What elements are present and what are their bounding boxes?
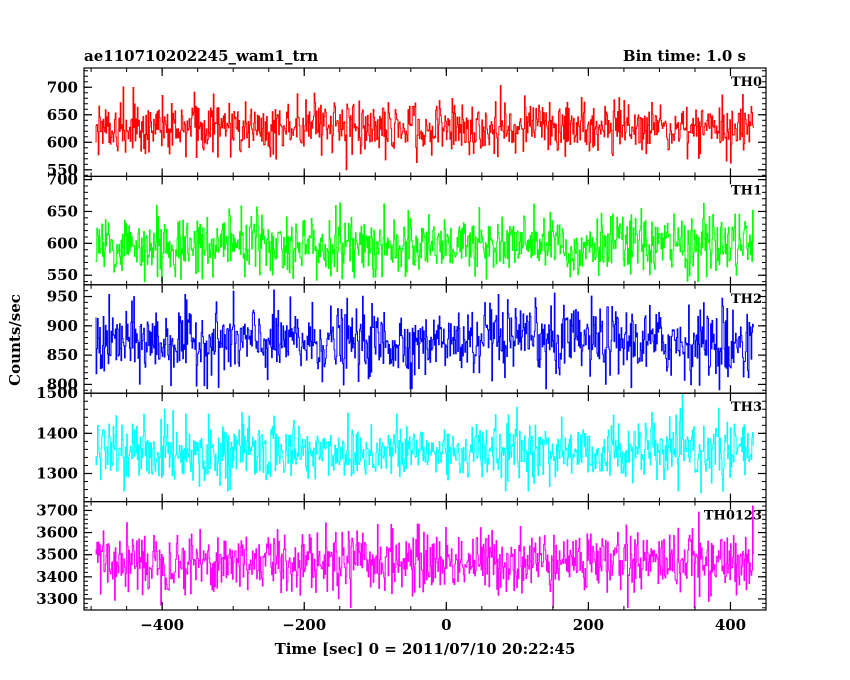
- panel-th0123: 3300 3400 3500 3600 3700 TH0123: [36, 501, 767, 611]
- x-tick-label: 400: [715, 616, 746, 634]
- bin-time-label: Bin time: 1.0 s: [623, 47, 746, 65]
- x-axis: −400 −200 0 200 400: [140, 616, 746, 634]
- y-tick-label: 900: [47, 317, 78, 335]
- y-tick-label: 650: [47, 202, 78, 220]
- y-tick-label: 550: [47, 266, 78, 284]
- y-tick-label: 3300: [36, 590, 78, 608]
- y-tick-label: 700: [47, 78, 78, 96]
- y-tick-label: 1500: [36, 384, 78, 402]
- x-tick-label: −400: [140, 616, 184, 634]
- chart-title: ae110710202245_wam1_trn: [84, 47, 318, 65]
- panel-frame: [83, 67, 767, 178]
- y-tick-label: 3400: [36, 568, 78, 586]
- x-tick-label: 200: [573, 616, 604, 634]
- y-tick-label: 600: [47, 234, 78, 252]
- y-axis-label: Counts/sec: [6, 294, 24, 386]
- y-tick-label: 650: [47, 106, 78, 124]
- x-axis-label: Time [sec] 0 = 2011/07/10 20:22:45: [275, 640, 576, 658]
- panels-layer: 550 600 650 700 TH0 550 600 650 700 TH1 800 850 900 9…: [36, 67, 767, 611]
- y-tick-label: 700: [47, 171, 78, 189]
- series-th2: [95, 289, 754, 391]
- series-th3: [95, 394, 754, 494]
- panel-th2: 800 850 900 950 TH2: [47, 284, 767, 394]
- y-tick-label: 3500: [36, 546, 78, 564]
- y-tick-label: 600: [47, 133, 78, 151]
- panel-label-th1: TH1: [731, 183, 762, 198]
- y-tick-label: 1300: [36, 464, 78, 482]
- panel-label-th3: TH3: [731, 400, 762, 415]
- y-tick-label: 3700: [36, 501, 78, 519]
- panel-frame: [83, 501, 767, 611]
- x-tick-label: −200: [282, 616, 326, 634]
- x-tick-label: 0: [441, 616, 451, 634]
- y-tick-label: 3600: [36, 524, 78, 542]
- panel-th1: 550 600 650 700 TH1: [47, 171, 767, 286]
- panel-th0: 550 600 650 700 TH0: [47, 67, 767, 179]
- y-tick-label: 800: [47, 375, 78, 393]
- panel-label-th2: TH2: [731, 292, 762, 307]
- y-tick-label: 850: [47, 346, 78, 364]
- series-th0: [95, 85, 754, 171]
- series-th0123: [95, 505, 754, 608]
- y-tick-label: 550: [47, 161, 78, 179]
- y-tick-label: 1400: [36, 424, 78, 442]
- series-th1: [95, 202, 754, 283]
- y-tick-label: 950: [47, 288, 78, 306]
- panel-label-th0: TH0: [731, 75, 762, 90]
- panel-th3: 1300 1400 1500 TH3: [36, 384, 767, 503]
- panel-label-th0123: TH0123: [704, 509, 762, 524]
